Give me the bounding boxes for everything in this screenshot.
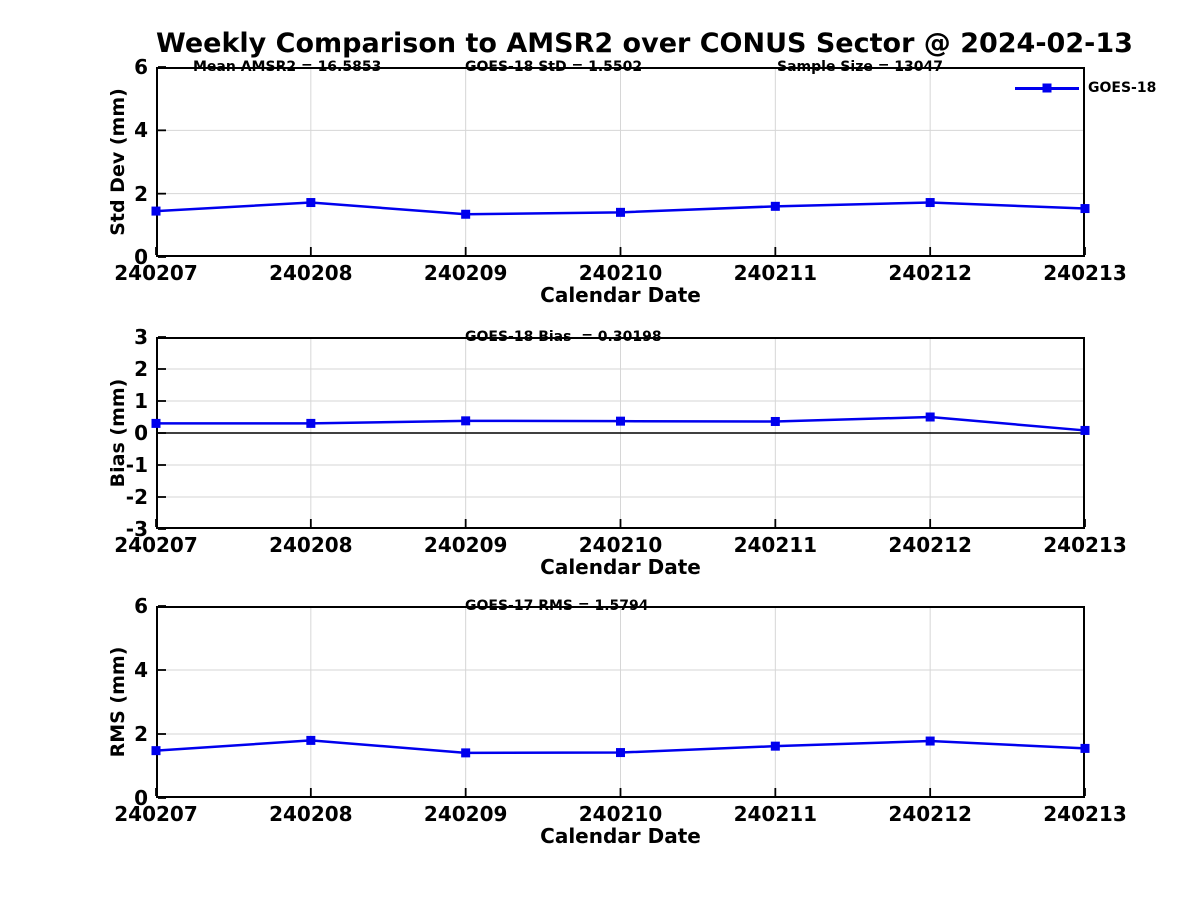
plot-area-std-dev: 240207 240208 240209 240210 240211 240212 2402… (114, 56, 1127, 284)
data-point-marker (770, 741, 780, 751)
x-tick-label: 240211 (733, 802, 818, 826)
x-tick-label: 240210 (578, 533, 663, 557)
x-tick-label: 240209 (423, 802, 508, 826)
data-point-marker (1080, 743, 1090, 753)
x-tick-label: 240212 (888, 802, 972, 826)
y-tick-label: 2 (134, 181, 148, 206)
y-tick-label: 0 (134, 421, 148, 445)
annotation-mean-amsr2: Mean AMSR2 = 16.5853 (193, 59, 382, 75)
data-point-marker (306, 735, 316, 745)
x-tick-label: 240209 (423, 533, 508, 557)
data-point-marker (925, 736, 935, 746)
subplot-std-dev: Std Dev (mm) 240207 240208 240209 240210 240… (107, 56, 1156, 306)
y-axis-label-rms: RMS (mm) (107, 646, 129, 758)
x-tick-label: 240211 (733, 261, 818, 285)
data-point-marker (1080, 204, 1090, 214)
annotation-goes17-rms: GOES-17 RMS = 1.5794 (465, 598, 649, 614)
data-point-marker (925, 198, 935, 208)
x-tick-label: 240209 (423, 261, 508, 285)
data-point-marker (461, 748, 471, 758)
x-tick-label: 240211 (733, 533, 818, 557)
x-axis-label-std-dev: Calendar Date (540, 283, 701, 307)
x-tick-label: 240207 (114, 261, 198, 285)
data-point-marker (306, 198, 316, 208)
axis-box (156, 606, 1085, 798)
annotation-sample-size: Sample Size = 13047 (777, 59, 944, 75)
x-tick-label: 240212 (888, 533, 972, 557)
x-tick-label: 240210 (578, 261, 663, 285)
y-tick-label: 3 (134, 325, 148, 349)
x-tick-label: 240210 (578, 802, 663, 826)
y-tick-label: 0 (134, 786, 148, 810)
bias-chart-svg (151, 336, 1090, 530)
data-point-marker (770, 201, 780, 211)
data-point-marker (616, 416, 625, 426)
y-tick-label: 6 (134, 55, 148, 79)
axis-box (156, 67, 1085, 257)
legend: GOES-18 (1015, 80, 1156, 96)
x-tick-label: 240207 (114, 533, 198, 557)
data-point-marker (616, 207, 625, 217)
y-tick-label: 4 (134, 118, 148, 143)
x-tick-label: 240212 (888, 261, 972, 285)
x-tick-label: 240208 (269, 533, 353, 557)
subplot-bias: Bias (mm) 240207 240208 240209 240210 240211… (107, 326, 1127, 578)
data-point-marker (151, 206, 161, 216)
rms-chart-svg (151, 605, 1090, 799)
y-tick-label: -1 (125, 453, 148, 477)
x-axis-label-bias: Calendar Date (540, 555, 701, 579)
legend-marker-icon (1042, 83, 1052, 93)
data-point-marker (461, 416, 471, 426)
y-tick-label: 4 (134, 658, 148, 682)
y-tick-label: -3 (125, 517, 148, 541)
y-tick-label: 2 (134, 722, 148, 746)
data-point-marker (461, 209, 471, 219)
x-tick-label: 240208 (269, 261, 353, 285)
annotation-goes18-std: GOES-18 StD = 1.5502 (465, 59, 643, 75)
x-tick-label: 240213 (1043, 802, 1127, 826)
legend-line-sample (1015, 83, 1079, 93)
annotation-goes18-bias: GOES-18 Bias = 0.30198 (465, 329, 662, 345)
figure-title: Weekly Comparison to AMSR2 over CONUS Se… (156, 28, 1133, 59)
x-tick-label: 240207 (114, 802, 198, 826)
plot-area-bias: 240207 240208 240209 240210 240211 240212 2402… (114, 326, 1127, 556)
data-point-marker (151, 418, 161, 428)
plot-area-rms: 240207 240208 240209 240210 240211 240212 2402… (114, 595, 1127, 825)
y-tick-label: 1 (134, 389, 148, 413)
y-axis-label-std-dev: Std Dev (mm) (107, 88, 129, 236)
x-tick-label: 240208 (269, 802, 353, 826)
subplot-rms: RMS (mm) 240207 240208 240209 240210 240211 2… (107, 595, 1127, 847)
x-tick-label: 240213 (1043, 533, 1127, 557)
data-point-marker (151, 746, 161, 756)
x-tick-label: 240213 (1043, 261, 1127, 285)
legend-label: GOES-18 (1088, 80, 1157, 96)
y-tick-label: -2 (125, 485, 148, 509)
y-tick-label: 0 (134, 245, 148, 269)
std-dev-chart-svg (151, 66, 1090, 258)
x-axis-label-rms: Calendar Date (540, 824, 701, 848)
data-point-marker (1080, 425, 1090, 435)
data-point-marker (925, 412, 935, 422)
data-point-marker (770, 416, 780, 426)
data-point-marker (306, 418, 316, 428)
y-tick-label: 2 (134, 357, 148, 381)
y-tick-label: 6 (134, 594, 148, 618)
data-point-marker (616, 748, 625, 758)
